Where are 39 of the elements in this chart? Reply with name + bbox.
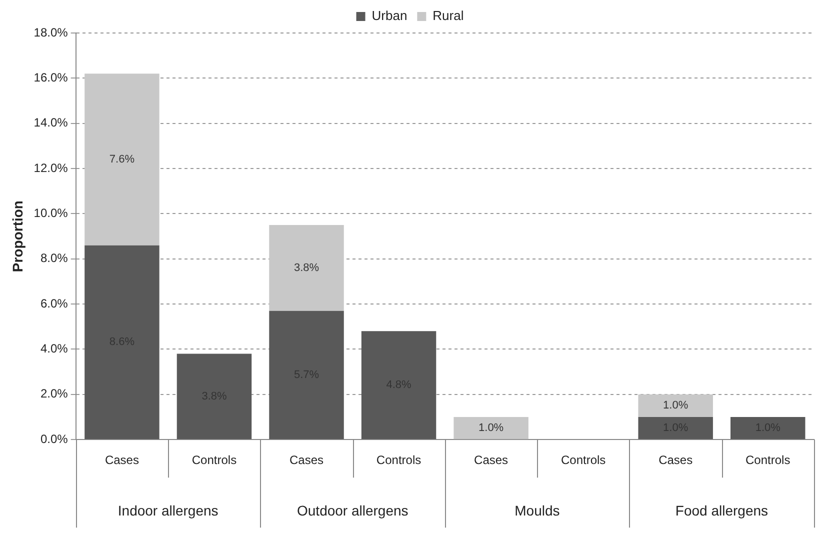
bar	[638, 417, 713, 440]
x-tick-label: Cases	[658, 453, 693, 468]
y-axis-title: Proportion	[9, 200, 26, 272]
x-tick-label: Controls	[376, 453, 422, 468]
x-tick-label: Controls	[560, 453, 606, 468]
y-tick-label: 2.0%	[40, 386, 68, 401]
data-label: 7.6%	[109, 154, 135, 166]
x-tick-label: Cases	[104, 453, 139, 468]
x-tick-label: Cases	[474, 453, 508, 468]
y-tick-label: 16.0%	[34, 70, 68, 84]
bar	[84, 74, 160, 246]
x-tick-label: Cases	[289, 453, 324, 468]
data-label: 1.0%	[663, 400, 688, 412]
bar	[269, 310, 344, 440]
text: Indoor allergens	[118, 502, 218, 518]
y-tick-label: 8.0%	[40, 251, 68, 266]
y-tick-label: 0.0%	[40, 432, 68, 446]
bar	[84, 245, 160, 440]
data-label: 1.0%	[478, 422, 504, 434]
y-tick-label: 14.0%	[34, 116, 68, 130]
y-tick-label: 12.0%	[34, 160, 68, 175]
x-tick-label: Controls	[746, 453, 790, 468]
y-tick-label: 10.0%	[34, 206, 68, 220]
bar	[638, 394, 713, 418]
bar	[454, 417, 528, 440]
text: Moulds	[514, 502, 560, 518]
data-label: 3.8%	[294, 262, 320, 274]
x-tick-label: Controls	[192, 453, 237, 468]
y-tick-label: 6.0%	[40, 296, 68, 310]
bar	[361, 331, 436, 440]
bar	[730, 417, 806, 440]
text: Food allergens	[675, 502, 768, 518]
y-tick-label: 18.0%	[34, 25, 68, 40]
bar	[269, 225, 344, 311]
y-tick-label: 4.0%	[40, 342, 68, 356]
text: Outdoor allergens	[296, 502, 408, 518]
legend-label: Rural	[432, 8, 464, 24]
legend-label: Urban	[372, 8, 408, 24]
bar	[176, 354, 252, 440]
